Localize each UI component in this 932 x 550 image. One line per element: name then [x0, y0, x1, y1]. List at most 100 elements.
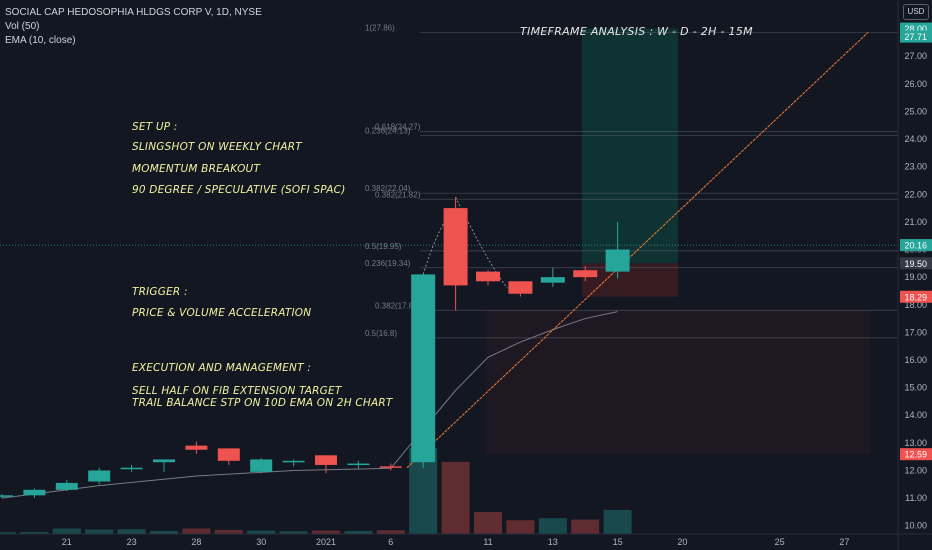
volume-bar — [344, 530, 373, 534]
ema-indicator-label[interactable]: EMA (10, close) — [5, 35, 76, 46]
volume-bar — [247, 530, 276, 534]
candle-body — [347, 463, 370, 466]
volume-bar — [182, 528, 211, 534]
stop-zone — [582, 263, 678, 297]
volume-bar — [20, 531, 49, 534]
time-tick-label: 20 — [677, 537, 687, 547]
volume-indicator-label[interactable]: Vol (50) — [5, 21, 40, 32]
ema-line — [1, 311, 618, 499]
candle-body — [0, 495, 13, 497]
price-tick-label: 18.00 — [904, 300, 927, 310]
volume-bar — [0, 532, 16, 534]
volume-bar — [603, 509, 632, 534]
fib-label: 1(27.86) — [365, 23, 395, 32]
trend-line — [406, 32, 869, 469]
candle-body — [315, 455, 337, 465]
fib-label: 0.618(24.27) — [375, 123, 421, 132]
candle-body — [185, 445, 208, 450]
price-tick-label: 25.00 — [904, 106, 927, 116]
price-tick-label: 12.00 — [904, 465, 927, 475]
setup-heading: SET UP : — [132, 121, 178, 133]
projection-path — [455, 196, 508, 289]
price-badge-label: 27.71 — [904, 32, 927, 42]
price-badge — [900, 290, 932, 303]
symbol-title[interactable]: SOCIAL CAP HEDOSOPHIA HLDGS CORP V, 1D, … — [5, 7, 262, 18]
fib-levels: 1(27.86) 0.618(24.27)0.236(24.13) 0.382(22… — [365, 23, 898, 339]
time-tick-label: 25 — [775, 537, 785, 547]
candle-body — [250, 459, 273, 472]
candles — [0, 197, 630, 499]
currency-button[interactable]: USD — [903, 4, 929, 20]
volume-bar — [150, 530, 178, 534]
candle-body — [282, 460, 305, 463]
price-badge-label: 20.16 — [904, 241, 927, 251]
volume-bar — [441, 461, 470, 534]
time-tick-label: 15 — [613, 537, 623, 547]
price-tick-label: 19.00 — [904, 272, 927, 282]
price-badge — [900, 22, 932, 35]
candle-body — [540, 277, 565, 283]
chart-legend: SOCIAL CAP HEDOSOPHIA HLDGS CORP V, 1D, … — [5, 6, 262, 48]
volume-bar — [571, 519, 600, 534]
price-badge — [900, 239, 932, 252]
volume-bar — [474, 512, 502, 534]
setup-line-2: MOMENTUM BREAKOUT — [132, 163, 261, 175]
price-badge — [900, 30, 932, 43]
time-tick-label: 13 — [548, 537, 558, 547]
fib-label: 0.236(24.13) — [365, 126, 411, 135]
price-tick-label: 26.00 — [904, 79, 927, 89]
volume-bar — [117, 529, 146, 534]
price-tick-label: 22.00 — [904, 189, 927, 199]
price-badge — [900, 257, 932, 270]
price-tick-label: 15.00 — [904, 383, 927, 393]
time-tick-label: 11 — [483, 537, 492, 547]
execution-heading: EXECUTION AND MANAGEMENT : — [132, 362, 311, 374]
price-tick-label: 23.00 — [904, 162, 927, 172]
price-tick-label: 10.00 — [904, 521, 927, 531]
timeframe-annotation: TIMEFRAME ANALYSIS : W - D - 2H - 15M — [520, 25, 753, 38]
price-badge-label: 19.50 — [904, 259, 927, 269]
candle-body — [573, 270, 598, 278]
time-tick-label: 2021 — [316, 537, 336, 547]
price-tick-label: 17.00 — [904, 327, 927, 337]
price-tick-label: 24.00 — [904, 134, 927, 144]
execution-line-1: SELL HALF ON FIB EXTENSION TARGET — [132, 385, 342, 397]
price-tick-label: 11.00 — [905, 493, 927, 503]
price-tick-label: 21.00 — [904, 217, 927, 227]
candle-body — [55, 482, 78, 490]
fib-label: 0.236(19.34) — [365, 259, 411, 268]
time-axis: 21 23 28 30 2021 6 11 13 15 20 25 27 — [62, 537, 850, 547]
volume-bar — [52, 528, 81, 534]
candle-body — [411, 274, 436, 463]
candle-body — [120, 467, 143, 470]
trigger-heading: TRIGGER : — [132, 286, 188, 298]
price-tick-label: 27.00 — [904, 51, 927, 61]
candle-body — [88, 470, 111, 482]
time-tick-label: 6 — [388, 537, 393, 547]
time-tick-label: 28 — [191, 537, 201, 547]
time-tick-label: 21 — [62, 537, 72, 547]
time-tick-label: 30 — [256, 537, 266, 547]
fib-label: 0.5(19.95) — [365, 242, 402, 251]
setup-line-1: SLINGSHOT ON WEEKLY CHART — [132, 141, 302, 153]
price-badge-label: 28.00 — [904, 24, 927, 34]
target-zone — [582, 28, 678, 264]
trigger-line-1: PRICE & VOLUME ACCELERATION — [132, 307, 312, 319]
price-tick-label: 16.00 — [904, 355, 927, 365]
time-tick-label: 27 — [839, 537, 849, 547]
fib-label: 0.382(17.8) — [375, 301, 416, 310]
price-badge-label: 12.59 — [904, 450, 927, 460]
candle-body — [379, 466, 402, 468]
fib-label: 0.382(21.82) — [375, 190, 421, 199]
volume-bar — [312, 530, 340, 534]
execution-line-2: TRAIL BALANCE STP ON 10D EMA ON 2H CHART — [132, 397, 393, 409]
candle-body — [217, 448, 240, 461]
candle-body — [23, 489, 46, 496]
volume-bar — [214, 529, 243, 534]
time-tick-label: 23 — [127, 537, 137, 547]
volume-bar — [376, 530, 405, 534]
volume-bar — [279, 531, 308, 534]
risk-zone — [486, 310, 870, 455]
price-badge-label: 18.29 — [904, 292, 927, 302]
